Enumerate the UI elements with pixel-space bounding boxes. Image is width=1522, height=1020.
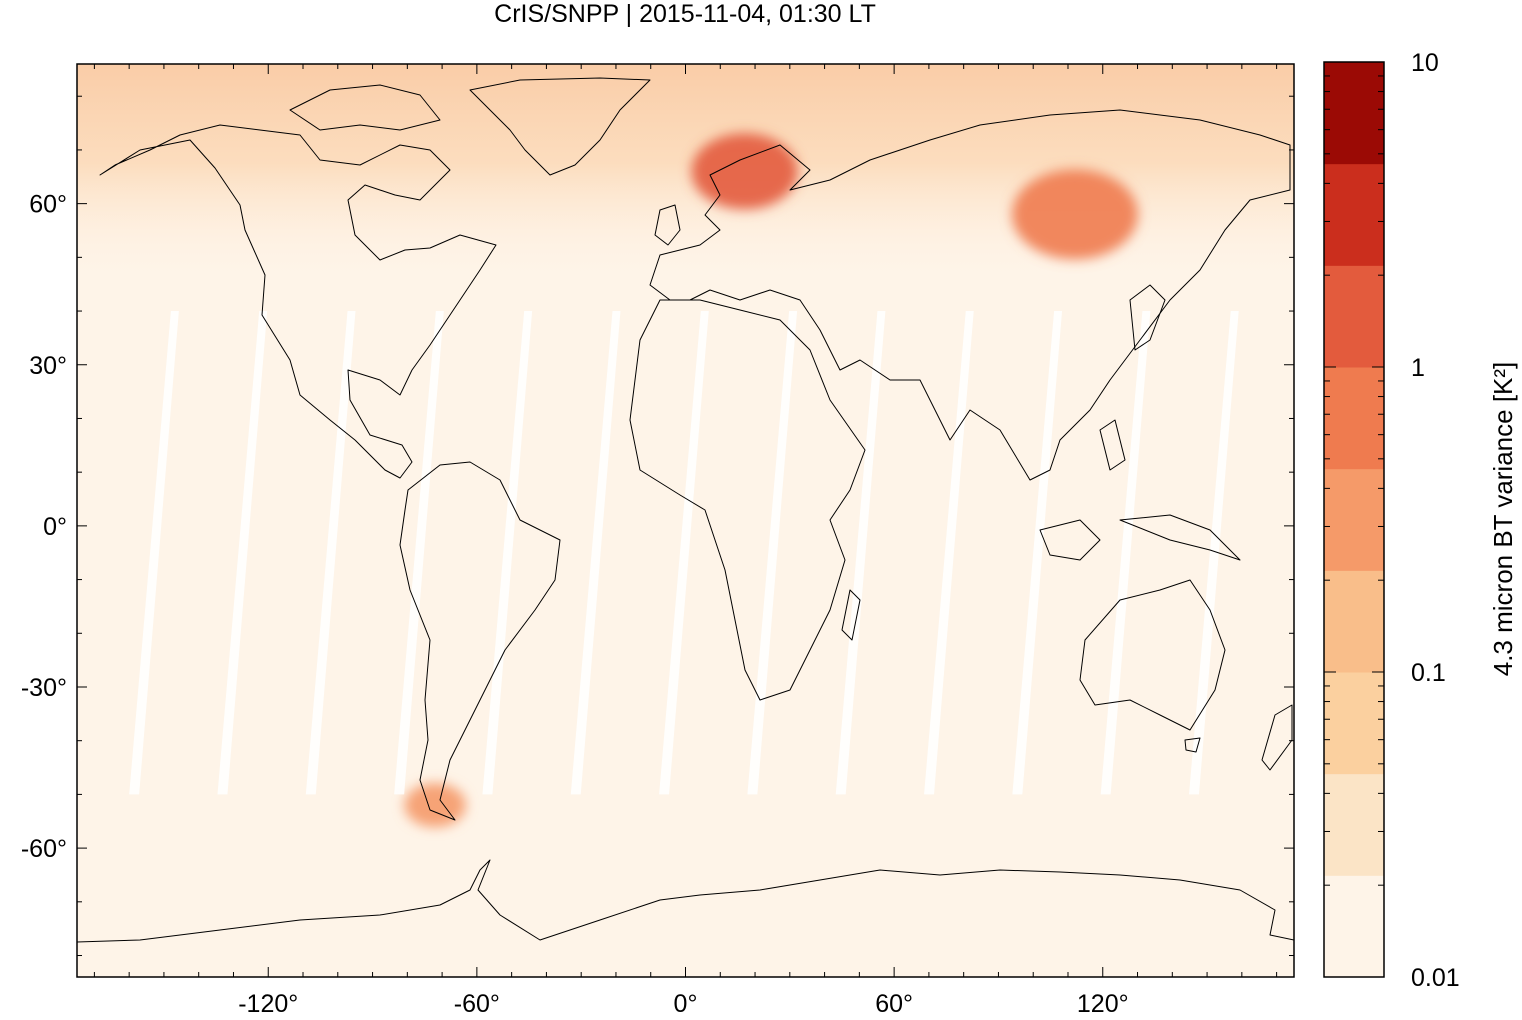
variance-peak: [404, 783, 466, 828]
colorbar-band: [1324, 367, 1384, 470]
colorbar-band: [1324, 163, 1384, 266]
y-axis: 60° 30° 0° -30° -60°: [21, 95, 1294, 957]
colorbar-ticks: 10 1 0.1 0.01: [1324, 49, 1460, 992]
orbit-gap: [1100, 311, 1151, 795]
y-tick-label: 30°: [29, 352, 67, 380]
orbit-gaps: [129, 311, 1239, 795]
colorbar-bands: [1324, 62, 1384, 978]
colorbar-label: 4.3 micron BT variance [K²]: [1488, 362, 1518, 677]
colorbar-band: [1324, 672, 1384, 775]
y-tick-label: 0°: [43, 513, 67, 541]
orbit-gap: [1188, 311, 1239, 795]
variance-field: [77, 64, 1294, 828]
colorbar-band: [1324, 265, 1384, 368]
x-tick-label: 120°: [1077, 990, 1129, 1018]
x-tick-label: 0°: [674, 990, 698, 1018]
variance-peak: [691, 133, 798, 210]
colorbar-band: [1324, 570, 1384, 673]
map-plot-area: [77, 64, 1294, 977]
orbit-gap: [129, 311, 179, 795]
x-tick-label: -120°: [238, 990, 298, 1018]
orbit-gap: [747, 311, 798, 795]
chart-title: CrIS/SNPP | 2015-11-04, 01:30 LT: [494, 0, 876, 28]
y-tick-label: 60°: [29, 191, 67, 219]
y-tick-label: -60°: [21, 835, 67, 863]
colorbar-tick-label: 0.1: [1411, 659, 1446, 687]
colorbar-band: [1324, 62, 1384, 165]
colorbar-band: [1324, 773, 1384, 876]
orbit-gap: [217, 311, 268, 795]
variance-peak: [1011, 169, 1138, 260]
colorbar-band: [1324, 875, 1384, 978]
orbit-gap: [835, 311, 886, 795]
colorbar-frame: [1323, 61, 1385, 978]
colorbar: 10 1 0.1 0.01 4.3 micron BT variance [K²]: [1323, 49, 1518, 992]
colorbar-tick-label: 1: [1411, 354, 1425, 382]
orbit-gap: [659, 311, 709, 795]
x-axis: -120° -60° 0° 60° 120°: [93, 64, 1278, 1018]
orbit-gap: [924, 311, 974, 795]
coastlines: [77, 77, 1294, 943]
colorbar-tick-label: 10: [1411, 49, 1439, 77]
orbit-gap: [394, 311, 444, 795]
x-tick-label: 60°: [875, 990, 913, 1018]
orbit-gap: [570, 311, 621, 795]
colorbar-tick-label: 0.01: [1411, 964, 1460, 992]
y-tick-label: -30°: [21, 674, 67, 702]
north-high-variance-band: [77, 64, 1294, 285]
orbit-gap: [1012, 311, 1063, 795]
x-tick-label: -60°: [454, 990, 500, 1018]
orbit-gap: [482, 311, 533, 795]
orbit-gap: [305, 311, 356, 795]
colorbar-band: [1324, 468, 1384, 571]
